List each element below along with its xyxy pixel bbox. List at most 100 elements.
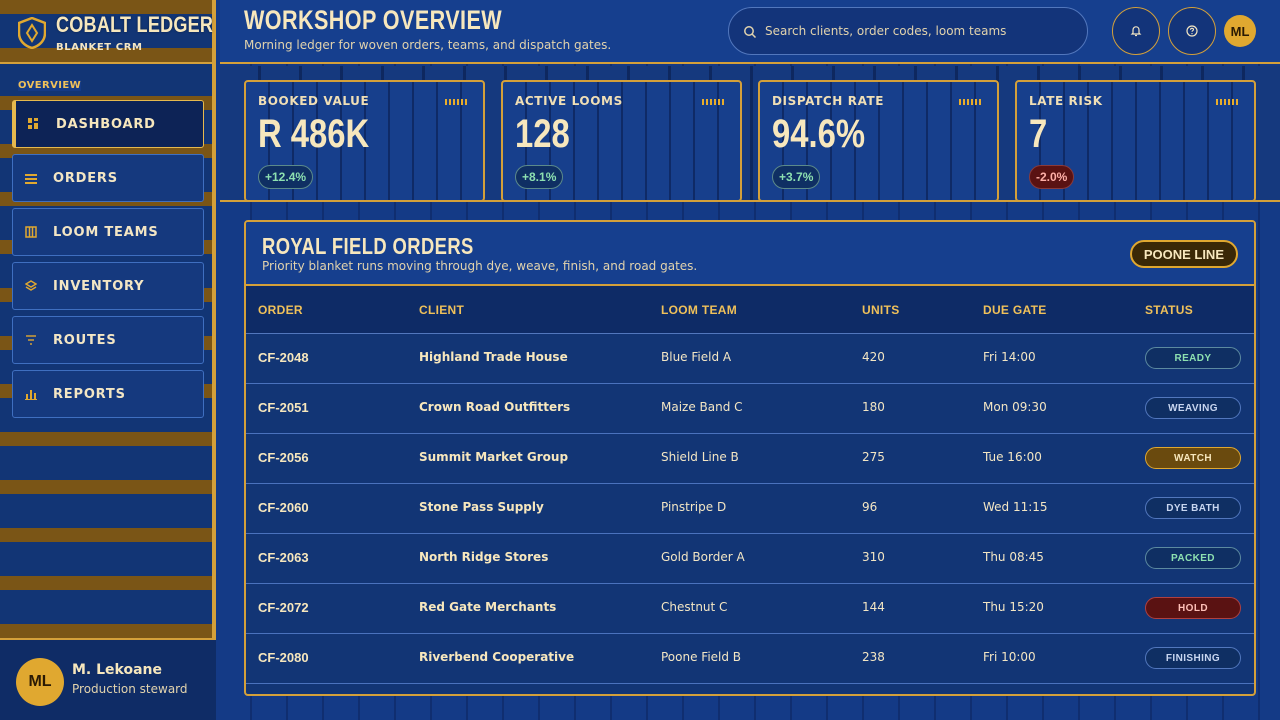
- kpi-delta-badge: +3.7%: [772, 165, 821, 189]
- user-name: M. Lekoane: [72, 662, 163, 678]
- table-header: ORDER CLIENT LOOM TEAM UNITS DUE GATE ST…: [246, 286, 1254, 334]
- table-row[interactable]: CF-2080 Riverbend Cooperative Poone Fiel…: [246, 634, 1254, 684]
- bell-icon: [1130, 26, 1142, 37]
- loom-team: Poone Field B: [661, 650, 742, 664]
- panel-subtitle: Priority blanket runs moving through dye…: [262, 259, 698, 273]
- shield-logo-icon: [18, 17, 46, 49]
- kpi-stripe-icon: [445, 99, 469, 105]
- column-header-client[interactable]: CLIENT: [419, 303, 465, 317]
- due-gate: Thu 15:20: [983, 600, 1044, 614]
- units: 420: [862, 350, 885, 364]
- due-gate: Tue 16:00: [983, 450, 1042, 464]
- sidebar-item-label: ROUTES: [53, 332, 117, 348]
- search-input[interactable]: [765, 8, 1075, 54]
- kpi-value: 94.6%: [772, 112, 866, 156]
- due-gate: Mon 09:30: [983, 400, 1047, 414]
- table-row[interactable]: CF-2060 Stone Pass Supply Pinstripe D 96…: [246, 484, 1254, 534]
- sidebar-item-label: ORDERS: [53, 170, 118, 186]
- filter-icon: [26, 335, 36, 345]
- kpi-card-late-risk[interactable]: LATE RISK 7 -2.0%: [1015, 80, 1256, 202]
- due-gate: Wed 11:15: [983, 500, 1048, 514]
- brand-title: COBALT LEDGER: [56, 12, 214, 37]
- status-badge: WATCH: [1145, 447, 1241, 469]
- kpi-card-booked-value[interactable]: BOOKED VALUE R 486K +12.4%: [244, 80, 485, 202]
- client-name: Red Gate Merchants: [419, 600, 557, 614]
- brand[interactable]: COBALT LEDGER BLANKET CRM: [0, 0, 216, 64]
- kpi-label: LATE RISK: [1029, 94, 1103, 108]
- client-name: Riverbend Cooperative: [419, 650, 575, 664]
- status-badge: WEAVING: [1145, 397, 1241, 419]
- column-header-loom-team[interactable]: LOOM TEAM: [661, 303, 738, 317]
- client-name: Crown Road Outfitters: [419, 400, 571, 414]
- dashboard-icon: [28, 118, 38, 129]
- user-role: Production steward: [72, 682, 188, 696]
- loom-team: Chestnut C: [661, 600, 728, 614]
- table-row[interactable]: CF-2048 Highland Trade House Blue Field …: [246, 334, 1254, 384]
- user-avatar-button[interactable]: ML: [1224, 15, 1256, 47]
- status-badge: READY: [1145, 347, 1241, 369]
- page-subtitle: Morning ledger for woven orders, teams, …: [244, 38, 612, 52]
- line-filter-badge[interactable]: POONE LINE: [1129, 240, 1238, 268]
- kpi-value: 7: [1029, 112, 1048, 156]
- status-badge: FINISHING: [1145, 647, 1241, 669]
- column-header-order[interactable]: ORDER: [258, 303, 303, 317]
- kpi-delta-badge: -2.0%: [1029, 165, 1075, 189]
- sidebar-item-inventory[interactable]: INVENTORY: [12, 262, 204, 310]
- kpi-value: 128: [515, 112, 570, 156]
- orders-panel-header: ROYAL FIELD ORDERS Priority blanket runs…: [246, 222, 1254, 286]
- kpi-label: ACTIVE LOOMS: [515, 94, 623, 108]
- table-row[interactable]: CF-2056 Summit Market Group Shield Line …: [246, 434, 1254, 484]
- user-profile[interactable]: ML M. Lekoane Production steward: [0, 638, 216, 720]
- units: 180: [862, 400, 885, 414]
- sidebar-item-dashboard[interactable]: DASHBOARD: [12, 100, 204, 148]
- help-button[interactable]: [1168, 7, 1216, 55]
- layers-icon: [25, 280, 37, 291]
- kpi-label: BOOKED VALUE: [258, 94, 370, 108]
- kpi-stripe-icon: [959, 99, 983, 105]
- loom-team: Maize Band C: [661, 400, 743, 414]
- sidebar: COBALT LEDGER BLANKET CRM OVERVIEW DASHB…: [0, 0, 216, 720]
- sidebar-item-reports[interactable]: REPORTS: [12, 370, 204, 418]
- kpi-card-dispatch-rate[interactable]: DISPATCH RATE 94.6% +3.7%: [758, 80, 999, 202]
- sidebar-item-loom-teams[interactable]: LOOM TEAMS: [12, 208, 204, 256]
- units: 96: [862, 500, 878, 514]
- kpi-stripe-icon: [1216, 99, 1240, 105]
- units: 310: [862, 550, 885, 564]
- loom-teams-icon: [25, 226, 37, 238]
- client-name: Highland Trade House: [419, 350, 568, 364]
- units: 144: [862, 600, 885, 614]
- kpi-card-active-looms[interactable]: ACTIVE LOOMS 128 +8.1%: [501, 80, 742, 202]
- column-header-due-gate[interactable]: DUE GATE: [983, 303, 1047, 317]
- bar-chart-icon: [25, 390, 37, 400]
- sidebar-item-orders[interactable]: ORDERS: [12, 154, 204, 202]
- table-row[interactable]: CF-2072 Red Gate Merchants Chestnut C 14…: [246, 584, 1254, 634]
- column-header-status[interactable]: STATUS: [1145, 303, 1194, 317]
- avatar: ML: [16, 658, 64, 706]
- status-badge: HOLD: [1145, 597, 1241, 619]
- kpi-stripe-icon: [702, 99, 726, 105]
- client-name: North Ridge Stores: [419, 550, 549, 564]
- kpi-delta-badge: +8.1%: [515, 165, 564, 189]
- due-gate: Fri 14:00: [983, 350, 1036, 364]
- table-row[interactable]: CF-2051 Crown Road Outfitters Maize Band…: [246, 384, 1254, 434]
- units: 275: [862, 450, 885, 464]
- kpi-label: DISPATCH RATE: [772, 94, 885, 108]
- kpi-value: R 486K: [258, 112, 370, 156]
- notifications-button[interactable]: [1112, 7, 1160, 55]
- search-box[interactable]: [728, 7, 1088, 55]
- order-code: CF-2080: [258, 650, 309, 665]
- order-code: CF-2072: [258, 600, 309, 615]
- status-badge: DYE BATH: [1145, 497, 1241, 519]
- column-header-units[interactable]: UNITS: [862, 303, 900, 317]
- order-code: CF-2051: [258, 400, 309, 415]
- brand-subtitle: BLANKET CRM: [56, 42, 143, 53]
- loom-team: Blue Field A: [661, 350, 732, 364]
- table-row[interactable]: CF-2063 North Ridge Stores Gold Border A…: [246, 534, 1254, 584]
- sidebar-item-label: DASHBOARD: [56, 116, 156, 132]
- status-badge: PACKED: [1145, 547, 1241, 569]
- loom-team: Gold Border A: [661, 550, 745, 564]
- sidebar-item-label: LOOM TEAMS: [53, 224, 159, 240]
- sidebar-item-routes[interactable]: ROUTES: [12, 316, 204, 364]
- orders-panel: ROYAL FIELD ORDERS Priority blanket runs…: [244, 220, 1256, 696]
- due-gate: Fri 10:00: [983, 650, 1036, 664]
